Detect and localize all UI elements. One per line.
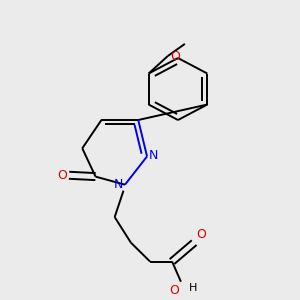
Text: O: O xyxy=(196,228,206,241)
Text: O: O xyxy=(169,284,179,297)
Text: H: H xyxy=(189,283,197,293)
Text: O: O xyxy=(170,50,180,62)
Text: N: N xyxy=(114,178,123,191)
Text: N: N xyxy=(149,148,158,162)
Text: O: O xyxy=(58,169,68,182)
